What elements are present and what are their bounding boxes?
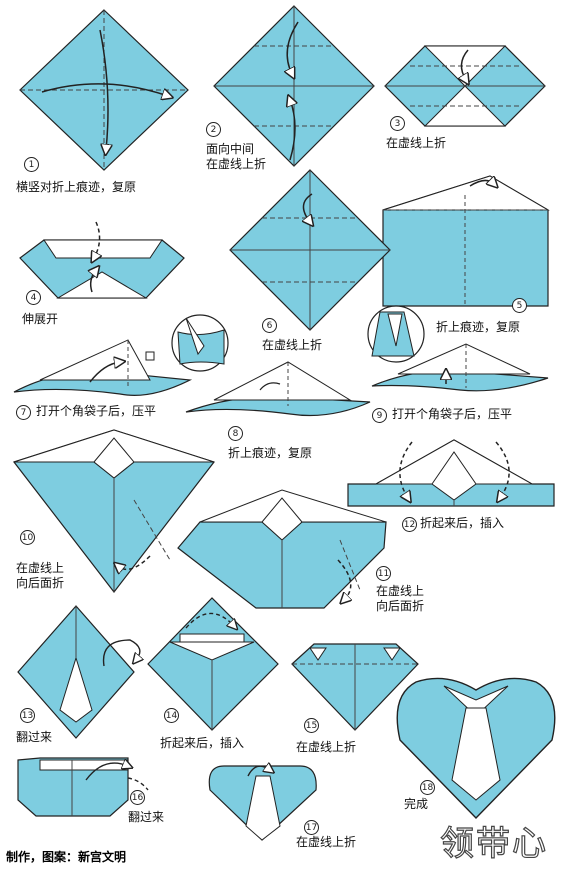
step-7-label: 打开个角袋子后，压平: [36, 404, 157, 418]
step-18-number: 18: [420, 780, 435, 795]
step-1-label: 横竖对折上痕迹，复原: [16, 180, 137, 194]
step-2-number: 2: [206, 122, 221, 137]
step-2-figure: [213, 5, 375, 167]
step-12-number: 12: [402, 517, 417, 532]
step-6-number: 6: [262, 318, 277, 333]
step-1-number: 1: [24, 157, 39, 172]
diagram-title: 领带心: [439, 823, 548, 864]
step-11-label: 在虚线上 向后面折: [376, 584, 425, 613]
step-16-figure: [17, 757, 149, 817]
step-5-number: 5: [512, 298, 527, 313]
step-3-number: 3: [390, 116, 405, 131]
step-18-figure: [396, 677, 556, 820]
step-7-number: 7: [16, 405, 31, 420]
step-15-number: 15: [304, 718, 319, 733]
step-13-label: 翻过来: [16, 730, 53, 744]
step-5-label: 折上痕迹，复原: [436, 320, 521, 334]
step-16-number: 16: [130, 790, 145, 805]
step-10-label: 在虚线上 向后面折: [16, 561, 65, 590]
step-1-figure: [19, 9, 189, 171]
step-8-number: 8: [228, 426, 243, 441]
step-3-label: 在虚线上折: [386, 136, 447, 150]
step-15-figure: [291, 643, 419, 731]
step-12-figure: [347, 439, 555, 507]
step-12-label: 折起来后，插入: [420, 516, 505, 530]
step-18-label: 完成: [404, 797, 429, 811]
step-8-figure: [185, 361, 371, 417]
step-9-zoom-circle: [367, 305, 425, 363]
credit-line: 制作，图案：新宫文明: [6, 850, 127, 864]
step-4-figure: [19, 221, 185, 299]
step-16-label: 翻过来: [128, 810, 165, 824]
step-8-label: 折上痕迹，复原: [228, 446, 313, 460]
step-14-figure: [147, 597, 279, 731]
step-4-number: 4: [26, 290, 41, 305]
step-10-number: 10: [20, 530, 35, 545]
step-13-number: 13: [20, 708, 35, 723]
step-14-number: 14: [164, 708, 179, 723]
step-9-number: 9: [372, 408, 387, 423]
step-5-figure: [382, 175, 550, 307]
step-9-label: 打开个角袋子后，压平: [392, 407, 513, 421]
step-6-figure: [229, 169, 391, 331]
step-17-figure: [208, 766, 317, 841]
step-17-number: 17: [304, 820, 319, 835]
step-17-label: 在虚线上折: [296, 835, 357, 849]
step-15-label: 在虚线上折: [296, 740, 357, 754]
step-7-figure: [13, 339, 193, 396]
step-13-figure: [17, 605, 140, 739]
step-2-label: 面向中间 在虚线上折: [206, 142, 267, 171]
step-3-figure: [384, 45, 546, 127]
step-9-figure: [371, 343, 549, 392]
step-14-label: 折起来后，插入: [160, 736, 245, 750]
step-7-zoom-circle: [171, 314, 229, 372]
step-11-figure: [177, 489, 387, 609]
step-10-figure: [13, 429, 215, 593]
step-11-number: 11: [376, 566, 391, 581]
step-4-label: 伸展开: [22, 312, 59, 326]
step-6-label: 在虚线上折: [262, 338, 323, 352]
